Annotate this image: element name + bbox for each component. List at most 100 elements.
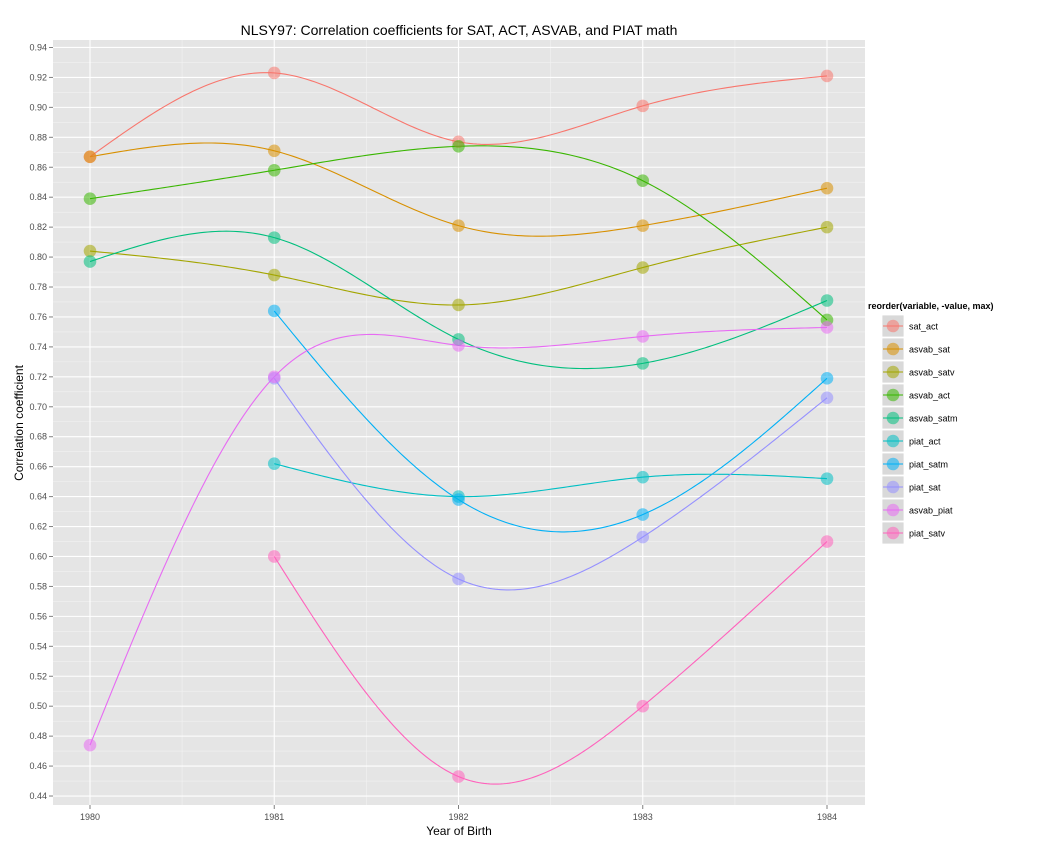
y-tick-label: 0.44: [29, 791, 47, 801]
data-point-asvab_sat: [83, 150, 97, 164]
data-point-asvab_sat: [636, 219, 650, 232]
data-point-asvab_satv: [452, 298, 465, 312]
y-tick-label: 0.80: [29, 252, 47, 262]
legend-title: reorder(variable, -value, max): [868, 301, 994, 311]
x-tick-label: 1984: [817, 812, 837, 822]
y-tick-label: 0.78: [29, 282, 47, 292]
legend-point-sat_act: [886, 319, 900, 333]
y-tick-label: 0.56: [29, 611, 47, 621]
y-tick-label: 0.66: [29, 462, 47, 472]
data-point-piat_satm: [267, 304, 281, 318]
x-tick-label: 1982: [448, 812, 468, 822]
data-point-asvab_piat: [267, 370, 281, 384]
legend-label-piat_sat: piat_sat: [909, 483, 941, 493]
data-point-asvab_piat: [636, 330, 650, 343]
x-axis-title: Year of Birth: [426, 824, 492, 838]
data-point-asvab_satv: [636, 261, 650, 274]
legend: reorder(variable, -value, max) sat_actas…: [868, 301, 994, 545]
data-point-asvab_satv: [83, 244, 97, 258]
legend-point-asvab_piat: [886, 503, 900, 517]
series-line-piat_act: [274, 463, 828, 498]
series-line-piat_satv: [273, 541, 828, 785]
data-point-piat_satv: [452, 770, 465, 783]
y-tick-label: 0.60: [29, 551, 47, 561]
data-point-piat_satm: [820, 372, 834, 385]
y-tick-label: 0.72: [29, 372, 47, 382]
y-tick-label: 0.82: [29, 222, 47, 232]
x-tick-label: 1980: [80, 812, 100, 822]
legend-label-sat_act: sat_act: [909, 322, 939, 332]
legend-label-piat_satm: piat_satm: [909, 460, 948, 470]
y-tick-label: 0.92: [29, 72, 47, 82]
data-point-asvab_act: [83, 192, 97, 205]
data-point-asvab_satm: [820, 294, 834, 307]
y-tick-label: 0.86: [29, 162, 47, 172]
legend-label-piat_satv: piat_satv: [909, 529, 946, 539]
x-tick-label: 1983: [633, 812, 653, 822]
legend-label-piat_act: piat_act: [909, 437, 941, 447]
y-tick-label: 0.52: [29, 671, 47, 681]
y-tick-label: 0.62: [29, 522, 47, 532]
data-point-asvab_piat: [452, 339, 465, 352]
y-tick-label: 0.90: [29, 102, 47, 112]
y-tick-label: 0.74: [29, 342, 47, 352]
legend-point-piat_sat: [886, 480, 900, 494]
data-point-asvab_sat: [452, 219, 465, 232]
data-point-asvab_satm: [267, 231, 281, 244]
data-point-asvab_satm: [83, 255, 97, 268]
data-point-sat_act: [820, 69, 834, 83]
data-point-piat_sat: [820, 391, 834, 405]
y-tick-label: 0.88: [29, 132, 47, 142]
legend-label-asvab_satm: asvab_satm: [909, 414, 958, 424]
legend-point-asvab_satv: [886, 365, 900, 379]
y-tick-label: 0.64: [29, 492, 47, 502]
data-point-asvab_act: [267, 163, 281, 177]
data-point-piat_act: [636, 470, 650, 484]
chart-title: NLSY97: Correlation coefficients for SAT…: [241, 22, 678, 38]
series-line-piat_sat: [273, 378, 828, 591]
data-point-asvab_piat: [820, 321, 834, 334]
legend-label-asvab_sat: asvab_sat: [909, 345, 951, 355]
y-tick-label: 0.46: [29, 761, 47, 771]
y-tick-label: 0.50: [29, 701, 47, 711]
data-point-piat_satm: [636, 508, 650, 521]
x-axis: 1980 1981 1982 1983 1984: [80, 805, 837, 822]
series-line-piat_satm: [273, 310, 828, 533]
y-tick-label: 0.94: [29, 42, 47, 52]
data-point-piat_satv: [267, 550, 281, 563]
legend-point-asvab_act: [886, 388, 900, 402]
y-axis: 0.44 0.46 0.48 0.50 0.52 0.54 0.56 0.58 0.60 0.62…: [29, 42, 53, 801]
data-point-piat_satv: [636, 699, 650, 713]
data-point-piat_sat: [636, 530, 650, 544]
y-tick-label: 0.54: [29, 641, 47, 651]
legend-point-asvab_satm: [886, 411, 900, 425]
y-axis-title: Correlation coefficient: [12, 364, 26, 481]
data-point-sat_act: [267, 66, 281, 80]
data-point-asvab_satv: [267, 268, 281, 282]
y-tick-label: 0.84: [29, 192, 47, 202]
series-points: [83, 66, 834, 783]
y-tick-label: 0.58: [29, 581, 47, 591]
data-point-piat_satm: [452, 493, 465, 506]
data-point-asvab_piat: [83, 738, 97, 752]
legend-items: sat_act asvab_sat asvab_satv asvab_actasvab…: [881, 314, 958, 545]
data-point-asvab_act: [452, 139, 465, 153]
legend-point-piat_satm: [886, 457, 900, 471]
data-point-piat_act: [267, 457, 281, 470]
y-tick-label: 0.76: [29, 312, 47, 322]
y-tick-label: 0.68: [29, 432, 47, 442]
legend-point-piat_satv: [886, 526, 900, 540]
legend-point-asvab_sat: [886, 342, 900, 356]
x-tick-label: 1981: [264, 812, 284, 822]
data-point-piat_act: [820, 472, 834, 485]
data-point-sat_act: [636, 99, 650, 113]
y-tick-label: 0.48: [29, 731, 47, 741]
data-point-asvab_sat: [267, 144, 281, 158]
legend-point-piat_act: [886, 434, 900, 448]
y-tick-label: 0.70: [29, 402, 47, 412]
legend-label-asvab_act: asvab_act: [909, 391, 951, 401]
legend-label-asvab_satv: asvab_satv: [909, 368, 955, 378]
data-point-asvab_act: [636, 174, 650, 188]
